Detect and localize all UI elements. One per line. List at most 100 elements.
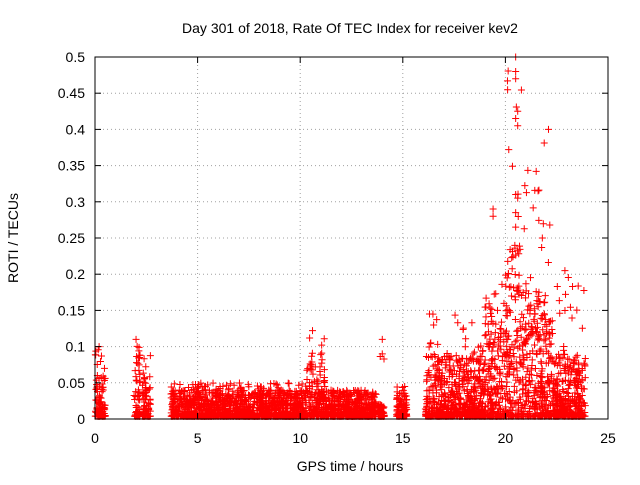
data-point bbox=[237, 397, 245, 405]
data-point bbox=[194, 387, 202, 395]
data-point bbox=[146, 395, 154, 403]
data-point bbox=[402, 411, 410, 419]
data-point bbox=[92, 347, 100, 355]
data-point bbox=[146, 352, 154, 360]
data-point bbox=[251, 388, 259, 396]
data-point bbox=[327, 411, 335, 419]
data-point bbox=[189, 385, 197, 393]
data-point bbox=[283, 408, 291, 416]
data-point bbox=[207, 397, 215, 405]
data-point bbox=[167, 409, 175, 417]
data-point bbox=[184, 399, 192, 407]
data-point bbox=[142, 387, 150, 395]
data-point bbox=[140, 355, 148, 363]
data-point bbox=[256, 405, 264, 413]
data-point bbox=[225, 385, 233, 393]
data-point bbox=[278, 400, 286, 408]
data-point bbox=[376, 412, 384, 420]
data-point bbox=[329, 388, 337, 396]
data-point bbox=[98, 403, 106, 411]
data-point bbox=[176, 396, 184, 404]
data-point bbox=[321, 394, 329, 402]
data-point bbox=[145, 385, 153, 393]
y-tick-label: 0.35 bbox=[58, 158, 85, 174]
y-tick-label: 0.2 bbox=[66, 266, 86, 282]
data-point bbox=[207, 400, 215, 408]
data-point bbox=[266, 411, 274, 419]
x-tick-label: 20 bbox=[498, 430, 514, 446]
data-point bbox=[298, 380, 306, 388]
data-point bbox=[282, 401, 290, 409]
data-point bbox=[99, 386, 107, 394]
data-point bbox=[170, 380, 178, 388]
data-point bbox=[237, 391, 245, 399]
data-point bbox=[322, 387, 330, 395]
data-point bbox=[198, 383, 206, 391]
data-point bbox=[218, 397, 226, 405]
data-point bbox=[321, 376, 329, 384]
data-point bbox=[308, 349, 316, 357]
data-point bbox=[318, 349, 326, 357]
y-tick-label: 0.05 bbox=[58, 375, 85, 391]
data-point bbox=[271, 405, 279, 413]
data-point bbox=[142, 388, 150, 396]
data-point bbox=[181, 388, 189, 396]
data-point bbox=[229, 390, 237, 398]
data-point bbox=[202, 391, 210, 399]
data-point bbox=[234, 408, 242, 416]
data-point bbox=[308, 379, 316, 387]
data-point bbox=[307, 412, 315, 420]
y-tick-label: 0.1 bbox=[66, 339, 86, 355]
data-point bbox=[203, 396, 211, 404]
data-point bbox=[187, 408, 195, 416]
data-point bbox=[401, 389, 409, 397]
data-point bbox=[308, 352, 316, 360]
data-point bbox=[169, 398, 177, 406]
data-point bbox=[303, 376, 311, 384]
data-point bbox=[329, 400, 337, 408]
data-point bbox=[258, 394, 266, 402]
data-point bbox=[276, 403, 284, 411]
data-point bbox=[244, 380, 252, 388]
data-point bbox=[100, 376, 108, 384]
data-point bbox=[246, 403, 254, 411]
data-point bbox=[278, 410, 286, 418]
data-point bbox=[331, 406, 339, 414]
data-point bbox=[306, 334, 314, 342]
data-points bbox=[91, 53, 589, 420]
data-point bbox=[267, 386, 275, 394]
data-point bbox=[176, 381, 184, 389]
data-point bbox=[345, 392, 353, 400]
data-point bbox=[259, 401, 267, 409]
data-point bbox=[263, 390, 271, 398]
data-point bbox=[336, 388, 344, 396]
data-point bbox=[175, 386, 183, 394]
data-point bbox=[133, 359, 141, 367]
y-tick-label: 0.4 bbox=[66, 121, 86, 137]
data-point bbox=[135, 389, 143, 397]
data-point bbox=[318, 359, 326, 367]
data-point bbox=[248, 410, 256, 418]
data-point bbox=[317, 351, 325, 359]
data-point bbox=[349, 412, 357, 420]
data-point bbox=[177, 402, 185, 410]
data-point bbox=[269, 395, 277, 403]
data-point bbox=[249, 390, 257, 398]
data-point bbox=[132, 401, 140, 409]
data-point bbox=[348, 404, 356, 412]
data-point bbox=[395, 412, 403, 420]
data-point bbox=[92, 396, 100, 404]
data-point bbox=[233, 405, 241, 413]
data-point bbox=[401, 383, 409, 391]
data-point bbox=[226, 398, 234, 406]
data-point bbox=[286, 387, 294, 395]
data-point bbox=[308, 391, 316, 399]
data-point bbox=[140, 396, 148, 404]
data-point bbox=[318, 341, 326, 349]
data-point bbox=[146, 373, 154, 381]
data-point bbox=[320, 335, 328, 343]
x-tick-label: 10 bbox=[292, 430, 308, 446]
data-point bbox=[232, 404, 240, 412]
data-point bbox=[222, 390, 230, 398]
y-tick-label: 0.5 bbox=[66, 49, 86, 65]
